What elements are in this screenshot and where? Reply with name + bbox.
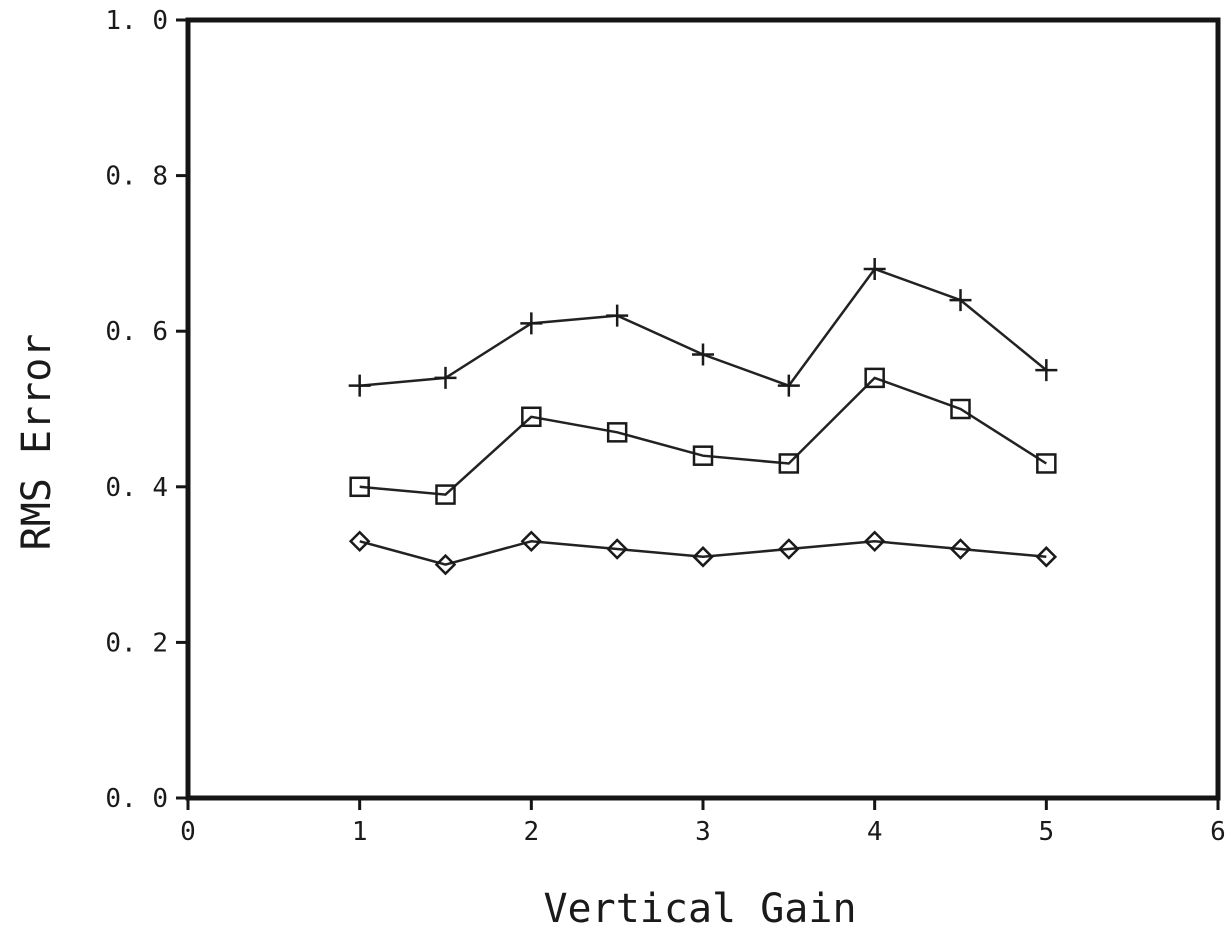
plus-data-point — [863, 257, 886, 280]
diamond-data-point — [863, 530, 886, 553]
square-data-point — [435, 484, 456, 505]
diamond-data-point — [692, 546, 714, 568]
plus-data-point — [434, 366, 457, 389]
diamond-data-point — [434, 553, 457, 576]
series-markers — [348, 257, 1058, 576]
square-series-line — [359, 376, 1047, 496]
x-tick-label: 4 — [867, 817, 883, 847]
plot-frame — [185, 17, 1221, 801]
y-tick-label: 0. 8 — [105, 162, 168, 192]
x-tick-label: 3 — [695, 817, 711, 847]
plus-data-point — [949, 289, 972, 312]
square-data-point — [1036, 453, 1057, 474]
plus-data-point — [777, 374, 800, 397]
x-tick-label: 2 — [524, 817, 540, 847]
plus-series-line — [359, 267, 1048, 388]
y-tick-label: 1. 0 — [105, 6, 168, 36]
plus-data-point — [1035, 359, 1058, 382]
y-tick-label: 0. 6 — [105, 317, 168, 347]
diamond-data-point — [520, 530, 543, 553]
square-data-point — [349, 476, 370, 498]
x-axis-title: Vertical Gain — [543, 886, 856, 932]
plus-data-point — [348, 374, 371, 397]
square-data-point — [950, 398, 971, 420]
diamond-data-point — [348, 530, 371, 553]
series-lines — [359, 267, 1048, 566]
axis-ticks — [176, 18, 1220, 810]
plus-data-point — [520, 312, 543, 335]
diamond-data-point — [778, 538, 800, 560]
x-tick-label: 5 — [1039, 817, 1055, 847]
square-data-point — [521, 406, 542, 428]
y-tick-label: 0. 0 — [105, 784, 168, 814]
x-tick-label: 6 — [1210, 817, 1226, 847]
diamond-data-point — [1035, 546, 1058, 568]
square-data-point — [864, 367, 885, 389]
square-data-point — [692, 445, 714, 466]
diamond-data-point — [949, 538, 972, 560]
diamond-series-line — [359, 540, 1047, 566]
plus-data-point — [692, 343, 714, 366]
square-data-point — [778, 453, 800, 474]
x-tick-label: 1 — [352, 817, 368, 847]
y-tick-label: 0. 2 — [105, 628, 168, 658]
x-tick-label: 0 — [180, 817, 196, 847]
y-axis-title: RMS Error — [14, 334, 60, 551]
diamond-data-point — [606, 538, 628, 560]
tick-labels: 0 1 2 3 4 5 6 0. 0 0. 2 0. 4 0. 6 0. 8 1. 0 — [105, 6, 1225, 847]
y-tick-label: 0. 4 — [105, 473, 168, 503]
plus-data-point — [606, 304, 629, 327]
square-data-point — [606, 422, 628, 443]
